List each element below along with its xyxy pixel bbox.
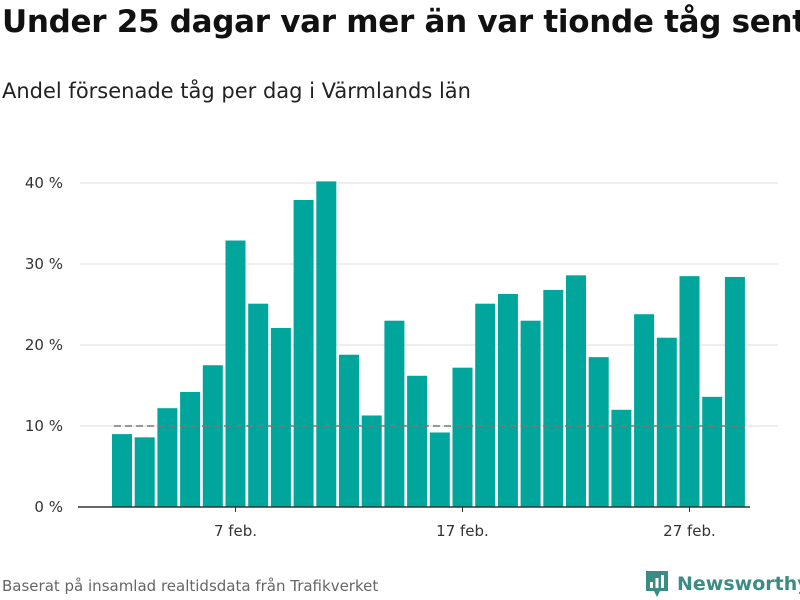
bar — [361, 415, 382, 507]
bar — [566, 275, 586, 507]
chart-title: Under 25 dagar var mer än var tionde tåg… — [2, 4, 800, 40]
bar — [520, 320, 541, 507]
bar — [588, 357, 609, 507]
bars — [112, 181, 745, 507]
bar — [112, 434, 132, 507]
bar — [384, 320, 405, 507]
y-tick-label: 0 % — [34, 498, 63, 516]
bar — [316, 181, 337, 507]
bar — [611, 409, 632, 507]
bar — [270, 327, 291, 507]
y-axis-ticks: 0 % 10 % 20 % 30 % 40 % — [25, 174, 63, 516]
bar — [180, 391, 201, 507]
newsworthy-logo-icon — [646, 571, 668, 597]
bar — [134, 437, 155, 507]
y-tick-label: 40 % — [25, 174, 63, 192]
y-tick-label: 10 % — [25, 417, 63, 435]
bar — [157, 408, 178, 507]
x-tick-label: 17 feb. — [436, 522, 489, 540]
bar — [248, 303, 269, 507]
bar — [475, 303, 496, 507]
bar — [702, 396, 723, 507]
y-tick-label: 20 % — [25, 336, 63, 354]
x-tick-label: 27 feb. — [663, 522, 716, 540]
brand-logo[interactable]: Newsworthy — [644, 569, 800, 599]
bar — [656, 337, 677, 507]
bar — [679, 276, 700, 507]
x-tick-label: 7 feb. — [214, 522, 257, 540]
bar — [724, 276, 745, 507]
y-tick-label: 30 % — [25, 255, 63, 273]
bar — [543, 289, 564, 507]
bar — [293, 200, 314, 507]
brand-name: Newsworthy — [677, 573, 800, 595]
chart-subtitle: Andel försenade tåg per dag i Värmlands … — [2, 79, 471, 103]
bar — [407, 375, 428, 507]
bar — [429, 432, 450, 507]
bar-chart: 0 % 10 % 20 % 30 % 40 % 7 feb. 17 feb. 27 feb. — [25, 174, 778, 540]
x-axis: 7 feb. 17 feb. 27 feb. — [78, 506, 750, 540]
bar — [497, 293, 518, 507]
bar — [202, 365, 223, 507]
bar — [452, 367, 473, 507]
source-note: Baserat på insamlad realtidsdata från Tr… — [2, 577, 379, 595]
bar — [225, 240, 246, 507]
bar — [634, 314, 655, 507]
bar — [339, 354, 359, 507]
